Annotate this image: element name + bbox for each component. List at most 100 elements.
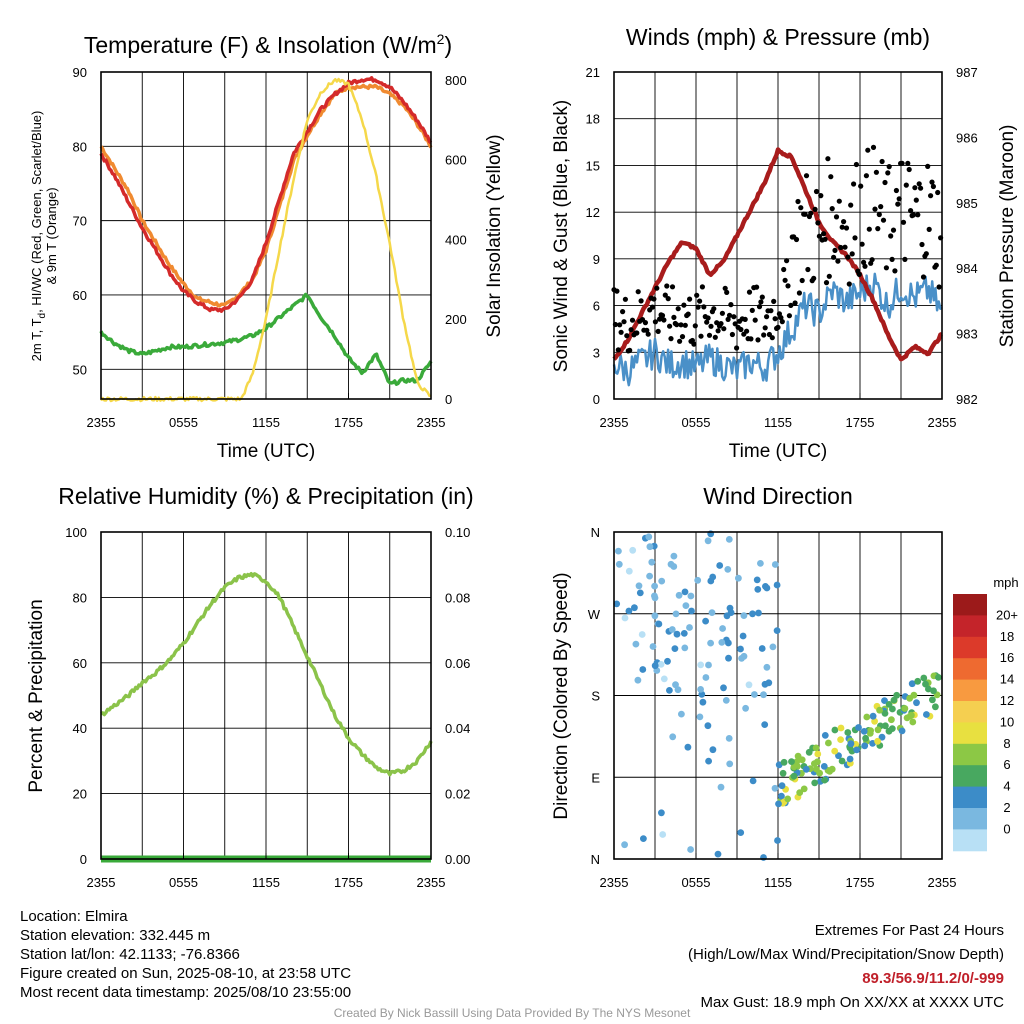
wind-direction-point [800,785,808,793]
wind-direction-point [751,691,758,698]
wind-direction-point [812,744,820,752]
colorbar-swatch [953,765,987,788]
gust-point [859,241,865,247]
wind-direction-y-label: Direction (Colored By Speed) [551,572,572,819]
wind-direction-point [739,632,747,640]
gust-point [779,319,785,325]
gust-point [614,288,620,294]
gust-point [664,283,670,289]
wind-direction-point [632,640,640,648]
gust-point [651,296,657,302]
temperature-x-label: Time (UTC) [217,441,316,462]
wind-direction-point [636,589,644,597]
wind-direction-point [686,624,693,631]
wind-direction-point [814,750,822,758]
wind-direction-point [773,581,781,589]
gust-point [861,259,867,265]
station-info: Location: Elmira Station elevation: 332.… [20,907,351,1002]
wind-direction-point [874,726,882,734]
gust-point [781,266,787,273]
gust-point [754,284,760,290]
gust-point [910,212,917,218]
wind-direction-point [625,607,633,615]
gust-point [775,324,781,330]
gust-point [878,204,884,210]
gust-point [722,285,728,291]
gust-point [682,322,688,328]
wind-direction-point [745,681,753,689]
gust-point [935,189,941,196]
x-tick-label: 2355 [928,415,957,430]
gust-point [872,206,878,212]
wind-direction-point [763,584,771,592]
x-tick-label: 0555 [169,875,198,890]
colorbar-label: 18 [1000,629,1014,644]
colorbar-swatch [953,636,987,659]
wind-direction-point [761,721,769,728]
gust-point [649,304,656,310]
gust-point [758,299,764,305]
gust-point [876,211,882,218]
x-tick-label: 1755 [334,875,363,890]
wind-direction-point [847,740,855,748]
wind-direction-point [774,837,781,844]
wind-direction-point [760,854,767,861]
colorbar-swatch [953,658,987,681]
wind-direction-panel: Wind Direction 2355 0555 1155 1755 2355NESWN… [551,483,1019,890]
gust-point [785,283,791,289]
wind-direction-point [805,748,813,756]
y2-tick-label: 982 [956,392,978,407]
recent-timestamp: Most recent data timestamp: 2025/08/10 2… [20,984,352,1001]
gust-point [671,314,677,320]
wind-direction-point [913,699,920,707]
gust-point [851,181,857,187]
gust-point [842,244,848,250]
wind-direction-point [901,705,909,712]
gust-point [706,332,713,338]
wind-direction-point [694,576,702,584]
gust-point [759,294,765,300]
x-tick-label: 1755 [846,415,875,430]
wind-direction-point [688,607,695,615]
gust-point [863,173,870,179]
series-line [99,292,433,386]
wind-direction-point [757,560,764,567]
gust-point [634,330,640,336]
y2-tick-label: 0.00 [445,852,470,867]
gust-point [833,214,840,220]
y-tick-label: N [591,525,600,540]
gust-point [711,306,717,312]
y-tick-label: 60 [73,656,87,671]
gust-point [889,256,895,262]
gust-point [679,334,686,340]
wind-direction-point [639,666,647,673]
wind-direction-point [667,560,675,568]
gust-point [802,211,808,217]
gust-point [843,225,850,231]
y2-tick-label: 400 [445,232,467,247]
gust-point [849,251,855,257]
wind-direction-point [725,654,732,662]
wind-direction-point [669,733,677,741]
gust-point [870,144,877,150]
gust-point [719,310,726,316]
wind-direction-point [635,582,643,590]
gust-point [826,273,832,279]
gust-point [893,187,900,194]
wind-direction-point [755,609,762,617]
wind-direction-point [613,600,621,608]
gust-point [712,334,718,340]
gust-point [762,325,768,331]
y2-tick-label: 0.04 [445,721,470,736]
wind-direction-point [821,732,829,739]
series-line [99,76,433,313]
wind-direction-point [898,727,906,735]
gust-point [822,236,828,242]
gust-point [652,319,659,325]
gust-point [746,289,753,295]
series-line [99,83,433,308]
gust-point [729,331,736,338]
wind-direction-point [802,765,810,773]
gust-point [896,196,902,202]
